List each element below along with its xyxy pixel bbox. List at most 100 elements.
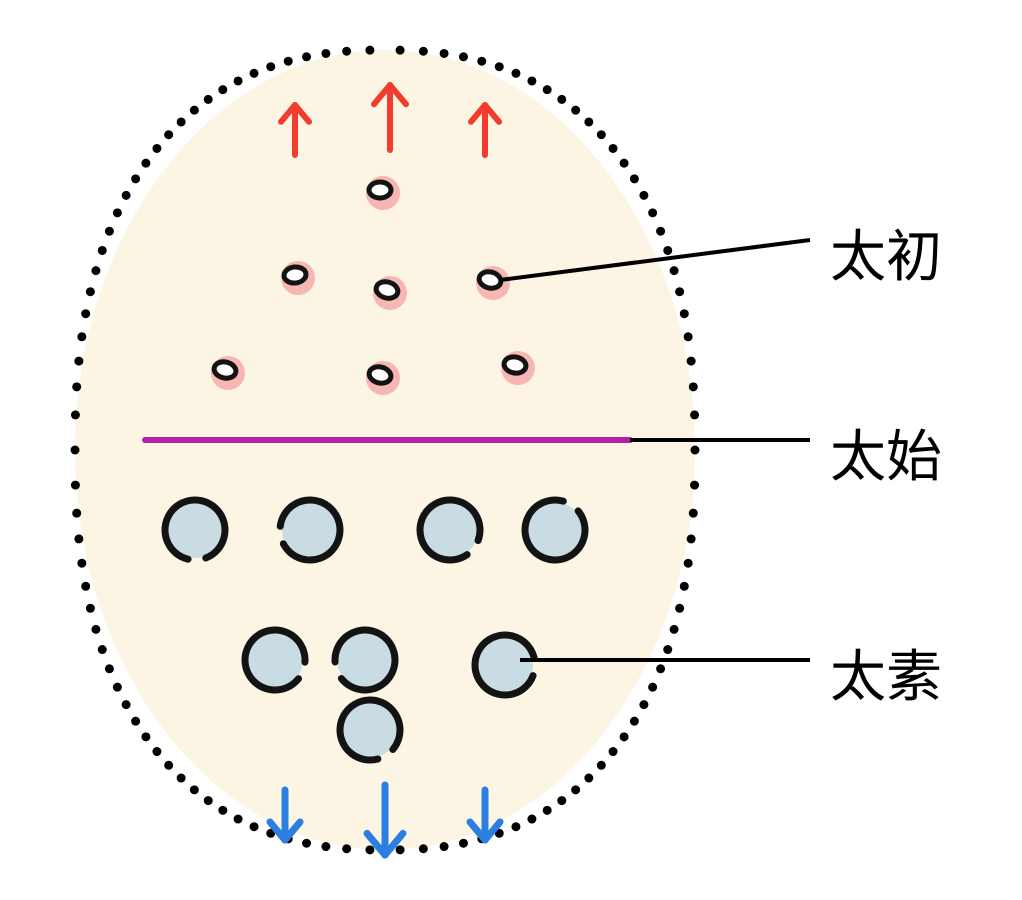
egg-border-dot [689, 382, 698, 391]
small-particle [213, 360, 238, 380]
egg-border-dot [122, 191, 131, 200]
egg-border-dot [302, 839, 311, 848]
egg-border-dot [86, 287, 95, 296]
label-taichu: 太初 [830, 212, 942, 293]
egg-border-dot [527, 815, 536, 824]
egg-border-dot [342, 844, 351, 853]
egg-border-dot [689, 509, 698, 518]
egg-border-dot [152, 747, 161, 756]
egg-border-dot [656, 664, 665, 673]
small-particle [503, 355, 528, 375]
egg-border-dot [419, 844, 428, 853]
egg-border-dot [477, 57, 486, 66]
egg-border-dot [234, 76, 243, 85]
egg-border-dot [670, 266, 679, 275]
egg-border-dot [656, 227, 665, 236]
egg-border-dot [71, 481, 80, 490]
egg-border-dot [527, 76, 536, 85]
egg-border-dot [77, 332, 86, 341]
egg-border-dot [557, 796, 566, 805]
egg-border-dot [690, 410, 699, 419]
egg-border-dot [684, 332, 693, 341]
egg-border-dot [113, 208, 122, 217]
egg-border-dot [648, 683, 657, 692]
egg-border-dot [77, 559, 86, 568]
egg-border-dot [302, 52, 311, 61]
egg-border-dot [459, 839, 468, 848]
egg-border-dot [321, 842, 330, 851]
egg-border-dot [597, 130, 606, 139]
egg-border-dot [620, 159, 629, 168]
egg-border-dot [71, 446, 80, 455]
egg-border-dot [543, 806, 552, 815]
egg-border-dot [122, 700, 131, 709]
egg-border-dot [630, 717, 639, 726]
egg-border-dot [687, 357, 696, 366]
egg-border-dot [419, 47, 428, 56]
egg-border-dot [105, 664, 114, 673]
egg-border-dot [440, 842, 449, 851]
egg-border-dot [342, 47, 351, 56]
egg-border-dot [204, 95, 213, 104]
egg-border-dot [131, 174, 140, 183]
egg-border-dot [74, 534, 83, 543]
egg-border-dot [164, 761, 173, 770]
egg-border-dot [204, 796, 213, 805]
egg-border-dot [190, 106, 199, 115]
egg-border-dot [250, 822, 259, 831]
egg-border-dot [71, 410, 80, 419]
egg-border-dot [81, 309, 90, 318]
label-taisu: 太素 [830, 632, 942, 713]
egg-border-dot [284, 57, 293, 66]
egg-border-dot [663, 645, 672, 654]
label-taishi: 太始 [830, 412, 942, 493]
egg-border-dot [663, 246, 672, 255]
egg-border-dot [691, 446, 700, 455]
egg-border-dot [190, 785, 199, 794]
egg-border-dot [639, 700, 648, 709]
egg-border-dot [152, 144, 161, 153]
egg-border-dot [141, 159, 150, 168]
egg-border-dot [675, 604, 684, 613]
egg-border-dot [584, 774, 593, 783]
egg-border-dot [680, 309, 689, 318]
egg-border-dot [440, 49, 449, 58]
egg-border-dot [690, 481, 699, 490]
egg-border-dot [72, 382, 81, 391]
egg-border-dot [131, 717, 140, 726]
egg-border-dot [164, 130, 173, 139]
egg-border-dot [98, 645, 107, 654]
egg-border-dot [113, 683, 122, 692]
egg-border-dot [177, 774, 186, 783]
egg-border-dot [495, 62, 504, 71]
egg-border-dot [365, 845, 374, 854]
egg-border-dot [234, 815, 243, 824]
egg-border-dot [72, 509, 81, 518]
egg-border-dot [648, 208, 657, 217]
egg-border-dot [684, 559, 693, 568]
egg-border-dot [86, 604, 95, 613]
egg-border-dot [511, 822, 520, 831]
egg-border-dot [639, 191, 648, 200]
egg-border-dot [609, 747, 618, 756]
egg-border-dot [218, 806, 227, 815]
egg-border-dot [91, 266, 100, 275]
egg-border-dot [557, 95, 566, 104]
egg-border-dot [675, 287, 684, 296]
egg-border-dot [105, 227, 114, 236]
egg-border-dot [680, 582, 689, 591]
egg-border-dot [396, 46, 405, 55]
egg-border-dot [321, 49, 330, 58]
small-particle [369, 182, 391, 198]
egg-border-dot [670, 625, 679, 634]
egg-border-dot [459, 52, 468, 61]
egg-border-dot [687, 534, 696, 543]
egg-border-dot [177, 117, 186, 126]
egg-border-dot [597, 761, 606, 770]
egg-border-dot [74, 357, 83, 366]
egg-border-dot [511, 69, 520, 78]
egg-border-dot [571, 785, 580, 794]
egg-border-dot [609, 144, 618, 153]
egg-border-dot [571, 106, 580, 115]
egg-border-dot [98, 246, 107, 255]
